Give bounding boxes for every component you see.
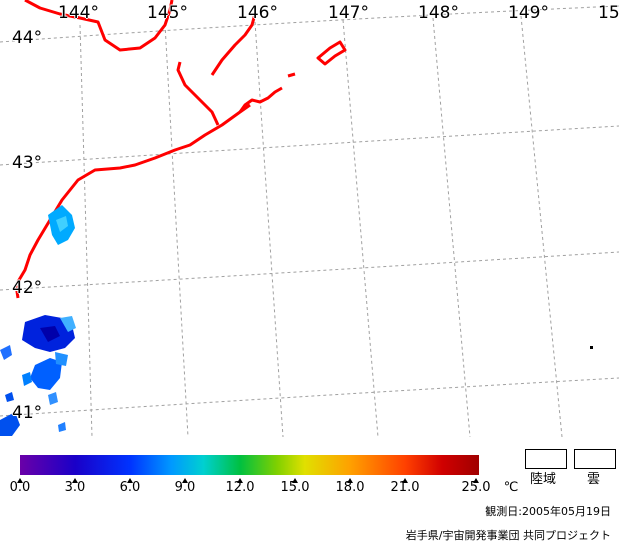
latitude-label: 41°: [12, 403, 43, 423]
land-legend-swatch: [525, 449, 567, 469]
colorbar-tick: [17, 478, 23, 483]
observation-date: 観測日:2005年05月19日: [485, 505, 611, 518]
longitude-label: 146°: [237, 3, 278, 23]
colorbar-tick: [127, 478, 133, 483]
longitude-label: 145°: [147, 3, 188, 23]
latitude-label: 43°: [12, 153, 43, 173]
sst-patches: [0, 205, 593, 436]
latitude-label: 42°: [12, 278, 43, 298]
colorbar-tick: [347, 478, 353, 483]
colorbar-tick-label: 0.0: [9, 480, 31, 495]
colorbar-tick-label: 15.0: [280, 480, 310, 495]
colorbar-tick-label: 6.0: [119, 480, 141, 495]
colorbar-tick-label: 25.0: [461, 480, 491, 495]
land-legend-label: 陸域: [530, 472, 557, 487]
parallel-lines: [0, 5, 619, 417]
colorbar-tick-label: 9.0: [174, 480, 196, 495]
latitude-label: 44°: [12, 28, 43, 48]
colorbar-tick-label: 21.0: [390, 480, 420, 495]
colorbar-tick: [182, 478, 188, 483]
temperature-colorbar: [20, 455, 479, 475]
colorbar-tick: [473, 478, 479, 483]
longitude-label: 144°: [58, 3, 99, 23]
coastline: [14, 0, 347, 299]
longitude-label: 15: [598, 3, 619, 23]
colorbar-tick-label: 18.0: [335, 480, 365, 495]
colorbar-tick: [237, 478, 243, 483]
colorbar-unit: ℃: [503, 480, 519, 495]
colorbar-tick-label: 3.0: [64, 480, 86, 495]
colorbar-tick: [402, 478, 408, 483]
colorbar-tick-label: 12.0: [225, 480, 255, 495]
cloud-legend-label: 雲: [587, 472, 601, 487]
longitude-label: 147°: [328, 3, 369, 23]
longitude-label: 148°: [418, 3, 459, 23]
sea-temperature-map: [0, 0, 619, 438]
cloud-legend-swatch: [574, 449, 616, 469]
project-credit: 岩手県/宇宙開発事業団 共同プロジェクト: [405, 529, 611, 542]
colorbar-tick: [72, 478, 78, 483]
colorbar-tick: [292, 478, 298, 483]
longitude-label: 149°: [508, 3, 549, 23]
meridian-lines: [79, 15, 563, 438]
